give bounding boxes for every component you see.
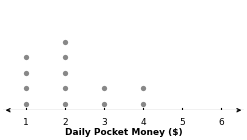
X-axis label: Daily Pocket Money ($): Daily Pocket Money ($) (65, 128, 182, 137)
